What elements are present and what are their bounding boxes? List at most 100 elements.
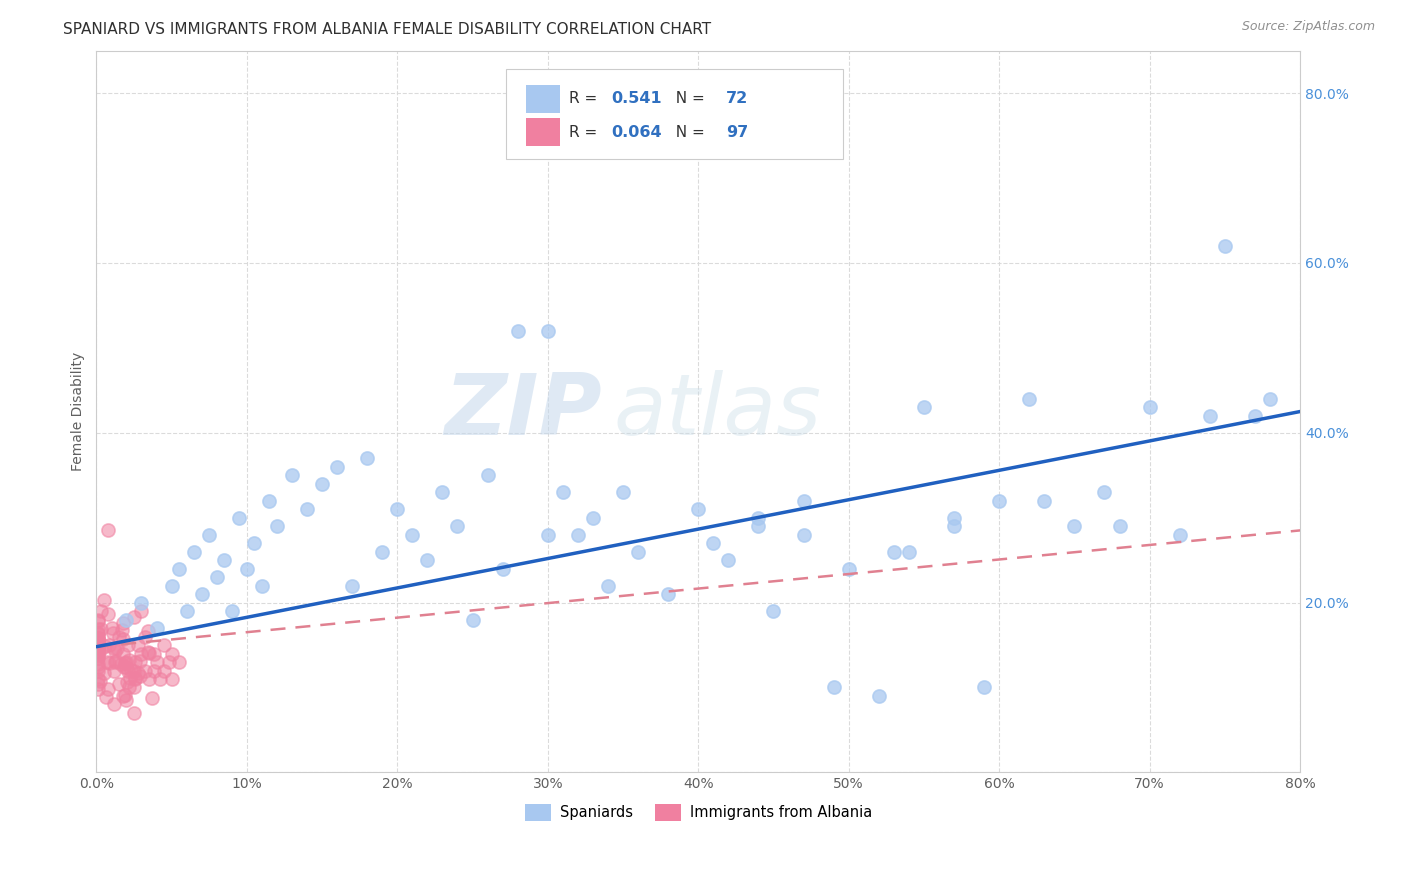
Point <box>1139 401 1161 415</box>
Point <box>97 524 120 538</box>
Point <box>114 660 136 674</box>
Point <box>111 615 134 630</box>
Point <box>236 561 259 575</box>
Point <box>104 644 127 658</box>
Point <box>114 688 136 702</box>
Text: ZIP: ZIP <box>444 370 602 453</box>
Point <box>124 672 146 686</box>
Point <box>87 633 110 648</box>
Point <box>90 604 112 618</box>
Point <box>183 544 205 558</box>
Point <box>491 561 513 575</box>
Point <box>120 663 142 677</box>
Point <box>205 570 228 584</box>
Point <box>117 665 139 679</box>
Text: 0.541: 0.541 <box>612 91 662 106</box>
Point <box>90 622 112 636</box>
Point <box>167 655 190 669</box>
Point <box>138 672 160 686</box>
Point <box>115 660 138 674</box>
Point <box>103 641 125 656</box>
Point <box>117 638 139 652</box>
Point <box>657 587 679 601</box>
Point <box>988 493 1011 508</box>
Point <box>127 665 149 680</box>
Point <box>702 536 724 550</box>
Point <box>115 613 138 627</box>
Point <box>295 502 318 516</box>
Point <box>131 596 153 610</box>
Point <box>793 493 815 508</box>
Point <box>1063 519 1085 533</box>
Point <box>104 654 127 668</box>
Point <box>136 624 159 638</box>
Point <box>868 689 890 703</box>
Point <box>432 485 454 500</box>
Point <box>551 485 574 500</box>
Point <box>129 669 152 683</box>
Point <box>160 647 183 661</box>
Point <box>118 653 141 667</box>
Point <box>103 698 125 712</box>
Point <box>506 324 529 338</box>
Point <box>387 502 409 516</box>
Point <box>97 682 120 697</box>
Point <box>167 561 190 575</box>
Point <box>87 651 110 665</box>
Point <box>87 641 110 656</box>
Point <box>912 401 935 415</box>
Point <box>136 645 159 659</box>
Point <box>943 510 966 524</box>
Point <box>87 626 110 640</box>
Bar <box>526 119 560 145</box>
Point <box>416 553 439 567</box>
Point <box>250 578 273 592</box>
Point <box>838 561 860 575</box>
Y-axis label: Female Disability: Female Disability <box>72 352 86 471</box>
Point <box>266 519 288 533</box>
Point <box>793 527 815 541</box>
Point <box>221 604 243 618</box>
Point <box>142 664 165 678</box>
Point <box>114 657 136 671</box>
Point <box>371 544 394 558</box>
Point <box>717 553 740 567</box>
Point <box>1033 493 1056 508</box>
Point <box>596 578 619 592</box>
Point <box>93 665 115 680</box>
Point <box>107 677 129 691</box>
Point <box>87 644 110 658</box>
Point <box>145 655 167 669</box>
Point <box>122 706 145 720</box>
Point <box>582 510 605 524</box>
Point <box>148 672 170 686</box>
Point <box>112 647 135 661</box>
Point <box>131 647 153 661</box>
Point <box>311 476 333 491</box>
Point <box>124 656 146 670</box>
Text: SPANIARD VS IMMIGRANTS FROM ALBANIA FEMALE DISABILITY CORRELATION CHART: SPANIARD VS IMMIGRANTS FROM ALBANIA FEMA… <box>63 22 711 37</box>
Point <box>94 690 117 705</box>
Point <box>157 655 180 669</box>
Point <box>823 681 845 695</box>
Point <box>1094 485 1116 500</box>
Point <box>212 553 235 567</box>
Point <box>87 631 110 645</box>
Point <box>103 655 125 669</box>
Point <box>122 610 145 624</box>
Point <box>612 485 634 500</box>
Point <box>111 632 134 646</box>
Point <box>228 510 250 524</box>
Point <box>101 621 124 635</box>
Point <box>138 646 160 660</box>
Point <box>176 604 198 618</box>
Point <box>943 519 966 533</box>
Point <box>87 638 110 652</box>
Point <box>627 544 650 558</box>
Point <box>134 664 156 678</box>
FancyBboxPatch shape <box>506 69 842 159</box>
Point <box>160 578 183 592</box>
Point <box>87 657 110 671</box>
Point <box>87 640 110 655</box>
Point <box>87 660 110 674</box>
